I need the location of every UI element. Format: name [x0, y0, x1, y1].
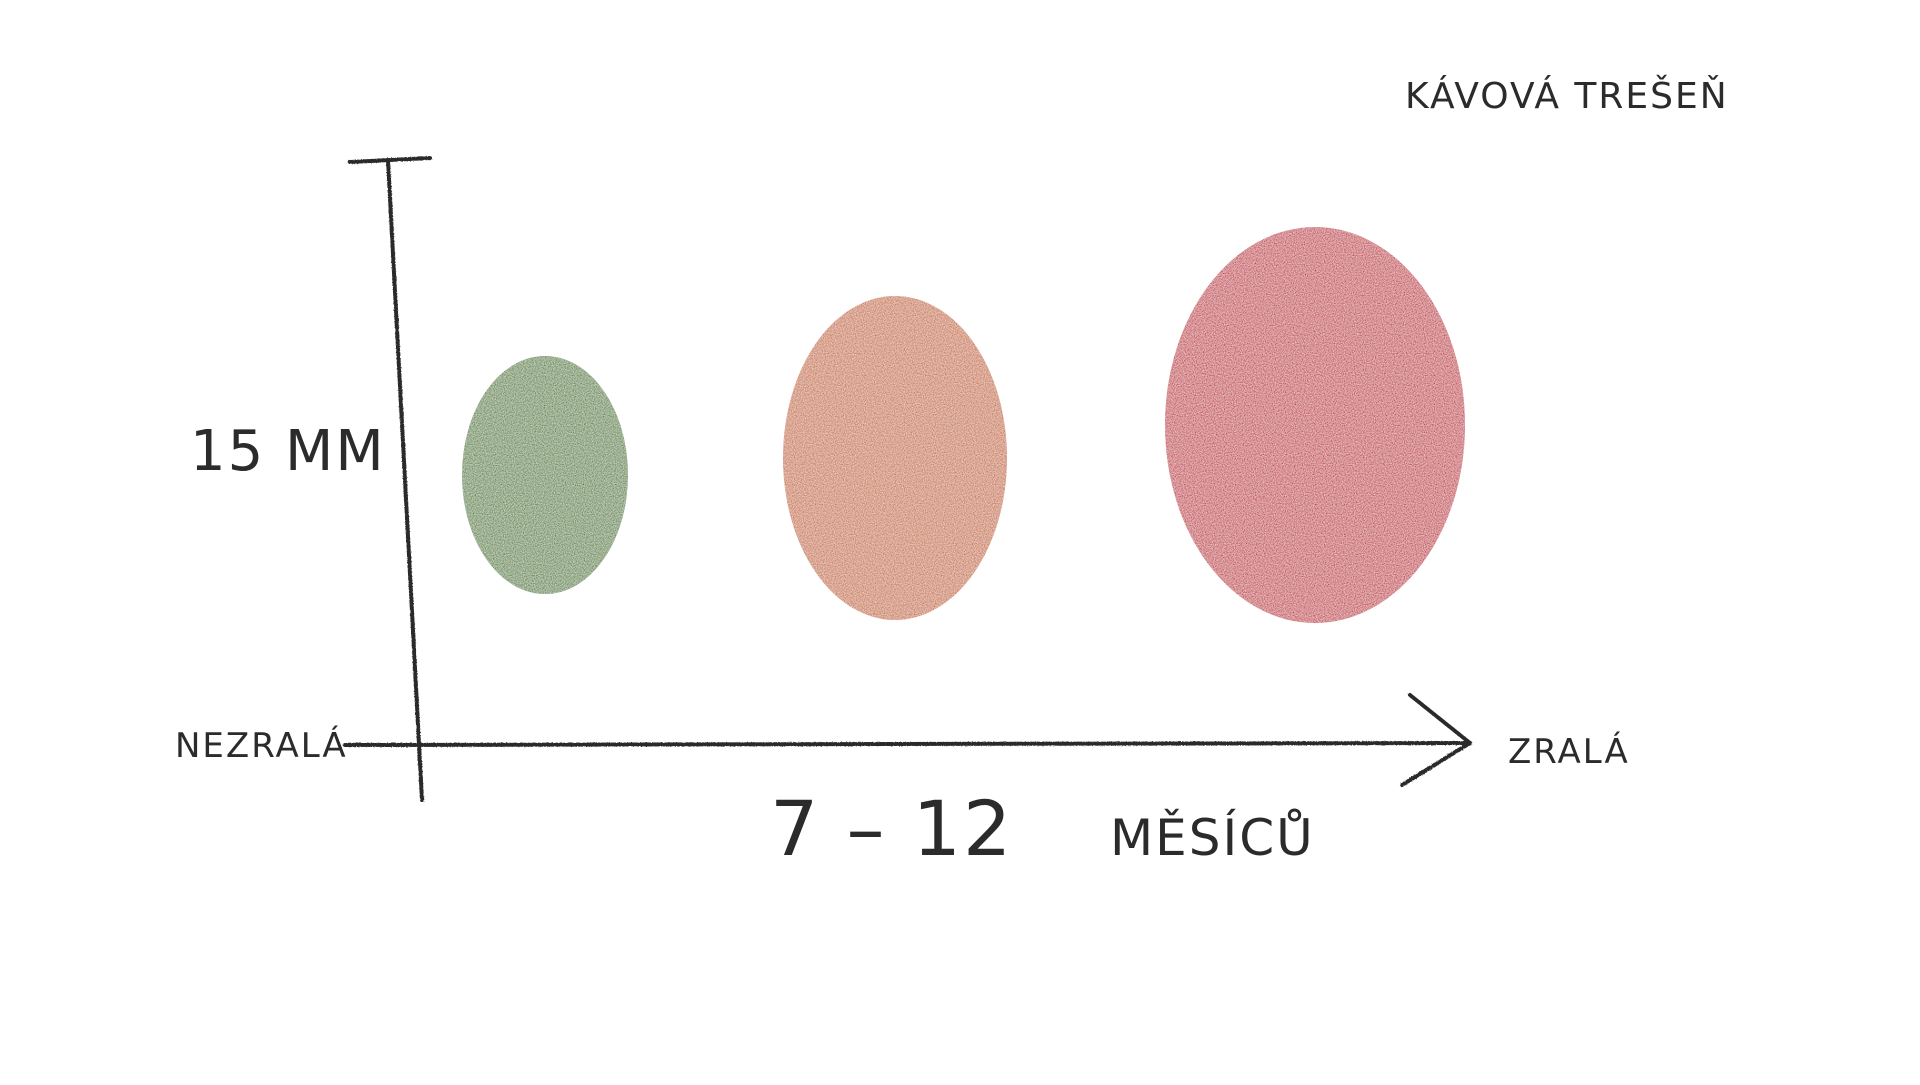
y-axis — [348, 156, 432, 802]
cherry-unripe-green — [462, 356, 628, 594]
cherry-ripening-orange — [783, 296, 1007, 620]
y-axis-label: 15 MM — [190, 419, 386, 484]
duration-number: 7 – 12 — [770, 784, 1013, 873]
x-axis — [343, 693, 1472, 787]
diagram-title: KÁVOVÁ TREŠEŇ — [1405, 75, 1729, 117]
y-axis-top-tick — [348, 156, 432, 164]
y-axis-line — [386, 158, 424, 802]
x-axis-end-label: ZRALÁ — [1508, 731, 1630, 772]
x-axis-start-label: NEZRALÁ — [175, 725, 348, 766]
cherry-stages — [462, 227, 1465, 623]
duration-unit: MĚSÍCŮ — [1110, 808, 1315, 867]
x-axis-arrowhead — [1400, 693, 1472, 787]
x-axis-line — [343, 741, 1472, 747]
cherry-ripe-red — [1165, 227, 1465, 623]
